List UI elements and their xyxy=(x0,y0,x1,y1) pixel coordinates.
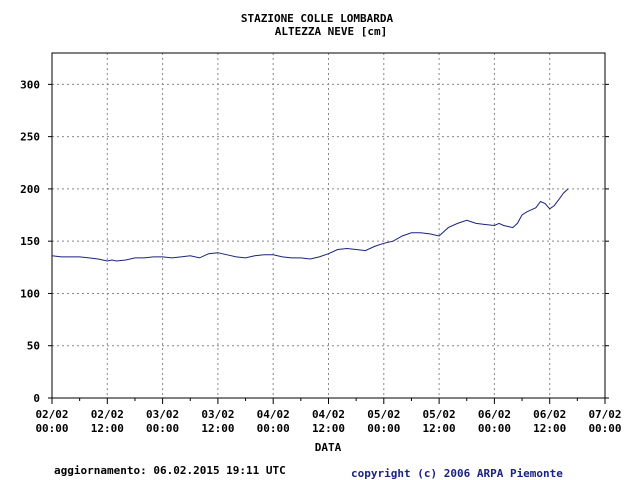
x-tick-label-time: 00:00 xyxy=(146,422,179,435)
chart-grid xyxy=(52,53,605,398)
x-tick-label-time: 12:00 xyxy=(423,422,456,435)
y-tick-label: 0 xyxy=(33,392,40,405)
x-tick-label-date: 06/02 xyxy=(478,408,511,421)
chart-subtitle: ALTEZZA NEVE [cm] xyxy=(275,25,388,38)
x-tick-label-time: 12:00 xyxy=(533,422,566,435)
update-timestamp: aggiornamento: 06.02.2015 19:11 UTC xyxy=(54,464,286,477)
x-tick-label-date: 03/02 xyxy=(146,408,179,421)
x-tick-label-time: 00:00 xyxy=(367,422,400,435)
x-tick-label-time: 12:00 xyxy=(201,422,234,435)
x-tick-label-date: 03/02 xyxy=(201,408,234,421)
x-tick-label-date: 05/02 xyxy=(367,408,400,421)
chart-title: STAZIONE COLLE LOMBARDA xyxy=(241,12,394,25)
x-tick-label-date: 02/02 xyxy=(91,408,124,421)
copyright-notice: copyright (c) 2006 ARPA Piemonte xyxy=(351,467,563,480)
y-tick-label: 200 xyxy=(20,183,40,196)
y-tick-label: 150 xyxy=(20,235,40,248)
x-tick-label-time: 00:00 xyxy=(588,422,621,435)
x-tick-label-date: 07/02 xyxy=(588,408,621,421)
x-tick-label-time: 00:00 xyxy=(478,422,511,435)
x-tick-label-date: 06/02 xyxy=(533,408,566,421)
y-tick-label: 250 xyxy=(20,131,40,144)
x-tick-label-time: 12:00 xyxy=(312,422,345,435)
y-axis-ticks: 0 50 100 150 200 250 300 xyxy=(20,78,609,405)
x-tick-label-date: 04/02 xyxy=(257,408,290,421)
x-tick-label-time: 00:00 xyxy=(35,422,68,435)
x-tick-label-date: 05/02 xyxy=(423,408,456,421)
x-tick-label-date: 02/02 xyxy=(35,408,68,421)
x-tick-label-time: 12:00 xyxy=(91,422,124,435)
x-tick-label-time: 00:00 xyxy=(257,422,290,435)
y-tick-label: 300 xyxy=(20,78,40,91)
y-tick-label: 100 xyxy=(20,287,40,300)
x-axis-ticks: 02/0200:0002/0212:0003/0200:0003/0212:00… xyxy=(35,398,622,435)
y-tick-label: 50 xyxy=(27,340,40,353)
snow-depth-series-line xyxy=(51,188,569,262)
x-tick-label-date: 04/02 xyxy=(312,408,345,421)
x-axis-label: DATA xyxy=(315,441,342,454)
